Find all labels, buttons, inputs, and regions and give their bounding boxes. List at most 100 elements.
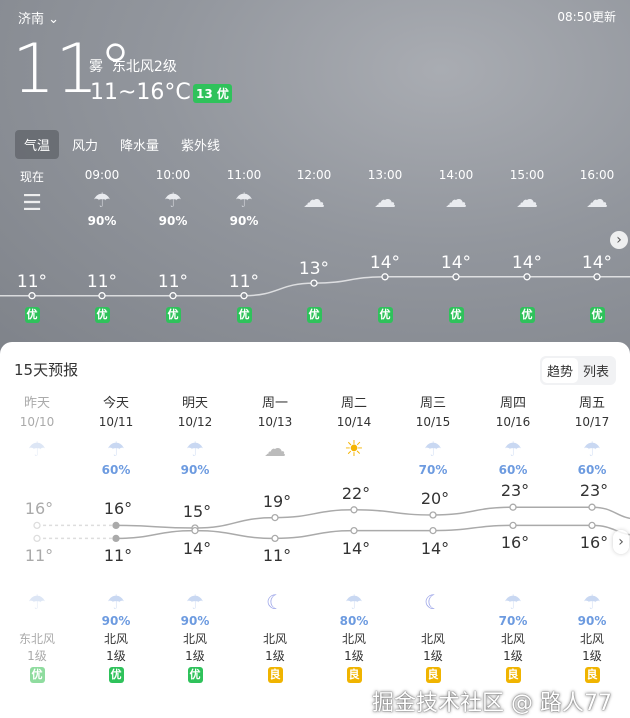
air-quality-badge: 优 [94,307,110,323]
list-view-button[interactable]: 列表 [582,365,609,380]
day-precip-pct: 90% [180,463,210,477]
day-column: 周一 10/13 ☁ [240,392,310,479]
day-date: 10/11 [98,415,134,429]
night-column: ☂ 70% 北风 1级 良 [478,590,548,683]
hour-label: 11:00 [226,168,262,182]
wind-direction: 北风 [103,632,128,646]
hourly-temp-point [310,279,318,287]
day-name: 今天 [102,396,129,411]
air-quality-badge: 优 [448,307,464,323]
rain-cloud-icon: ☂ [107,437,125,461]
hourly-temp-label: 11° [86,271,118,292]
view-toggle: 趋势 列表 [539,356,616,385]
hourly-item: 现在 ☰ [2,168,62,232]
air-quality-badge: 优 [306,307,322,323]
hourly-temp-point [28,292,36,300]
rain-cloud-icon: ☂ [583,437,601,461]
day-date: 10/16 [495,415,531,429]
day-name: 昨天 [23,396,50,411]
hour-label: 12:00 [296,168,332,182]
hour-label: 16:00 [579,168,615,182]
day-name: 周四 [499,396,526,411]
temp-range: 11~16°C [90,80,191,105]
day-name: 周三 [419,396,446,411]
day-column: 周二 10/14 ☀ [319,392,389,479]
wind-direction: 北风 [182,632,207,646]
high-temp-point [271,513,279,522]
rain-cloud-icon: ☂ [186,437,204,461]
hourly-temp-point [169,292,177,300]
high-temp-label: 16° [103,499,133,519]
hourly-item: 13:00 ☁ [355,168,415,229]
air-quality-badge: 优 [519,307,535,323]
day-column: 周四 10/16 ☂ 60% [478,392,548,479]
moon-cloud-icon: ☾ [424,590,442,614]
high-temp-point [588,503,596,511]
wind-level: 1级 [106,649,126,663]
tab-uv[interactable]: 紫外线 [181,139,221,154]
cloud-icon: ☁ [374,188,396,213]
air-quality-badge: 优 [187,667,203,683]
hourly-next-button[interactable]: › [610,231,628,249]
current-weather-panel: 济南 ⌄ 08:50更新 11° 雾 东北风2级 11~16°C 13 优 气温… [0,0,630,350]
day-precip-pct: 60% [577,463,607,477]
weather-desc: 雾 东北风2级 [89,59,177,75]
list-icon: ☰ [22,191,42,216]
air-quality-badge: 良 [425,667,441,683]
rain-cloud-icon: ☂ [583,590,601,614]
daily-next-button[interactable]: › [613,530,629,554]
day-date: 10/17 [574,415,610,429]
rain-cloud-icon: ☂ [235,188,253,212]
wind-level: 1级 [185,649,205,663]
night-precip-pct: 80% [339,614,369,628]
chart-tabs: 气温 风力 降水量 紫外线 [15,130,233,159]
tab-wind[interactable]: 风力 [72,139,99,154]
hourly-temp-chart [0,273,630,300]
hourly-temp-label: 14° [581,252,613,273]
precip-pct: 90% [158,214,188,228]
city-selector[interactable]: 济南 ⌄ [18,8,59,27]
cloud-icon: ☁ [586,188,608,213]
day-date: 10/13 [257,415,293,429]
hourly-temp-label: 13° [298,259,330,280]
night-column: ☂ 东北风 1级 优 [2,590,72,683]
rain-cloud-icon: ☂ [28,590,46,614]
rain-cloud-icon: ☂ [504,590,522,614]
15-day-forecast-card: 15天预报 趋势 列表 昨天 10/10 ☂ ☂ 东北风 1级 优 16° 11° 今… [0,342,630,718]
hourly-temp-label: 11° [16,271,48,292]
hourly-temp-label: 14° [369,252,401,273]
night-precip-pct: 90% [577,614,607,628]
air-quality-badge: 良 [346,667,362,683]
night-column: ☾ 北风 1级 良 [240,590,310,683]
high-temp-label: 23° [500,481,530,501]
hourly-temp-label: 11° [228,271,260,292]
trend-view-button[interactable]: 趋势 [541,358,578,383]
hourly-item: 16:00 ☁ [567,168,627,229]
high-temp-label: 20° [420,489,450,508]
low-temp-point [588,521,596,530]
hour-label: 15:00 [509,168,545,182]
rain-cloud-icon: ☂ [28,437,46,461]
hourly-item: 10:00 ☂ 90% [143,168,203,229]
low-temp-label: 11° [262,546,292,566]
wind-direction: 北风 [500,632,525,646]
wind-direction: 北风 [262,632,287,646]
tab-temperature[interactable]: 气温 [15,130,60,159]
day-name: 周二 [340,396,367,411]
hourly-temp-point [381,273,389,281]
low-temp-line [115,524,630,540]
tab-precipitation[interactable]: 降水量 [120,139,160,154]
wind-level: 1级 [344,649,364,663]
hour-label: 10:00 [155,168,191,182]
hourly-temp-label: 14° [511,252,543,273]
air-quality-badge: 良 [584,667,600,683]
low-temp-label: 14° [182,538,212,558]
night-column: ☂ 80% 北风 1级 良 [319,590,389,683]
cloud-icon: ☁ [264,437,286,462]
rain-cloud-icon: ☂ [504,437,522,461]
night-column: ☂ 90% 北风 1级 优 [160,590,230,683]
high-temp-point [350,506,358,514]
high-temp-label: 16° [24,499,54,519]
day-column: 周五 10/17 ☂ 60% [557,392,627,479]
hourly-item: 15:00 ☁ [497,168,557,229]
